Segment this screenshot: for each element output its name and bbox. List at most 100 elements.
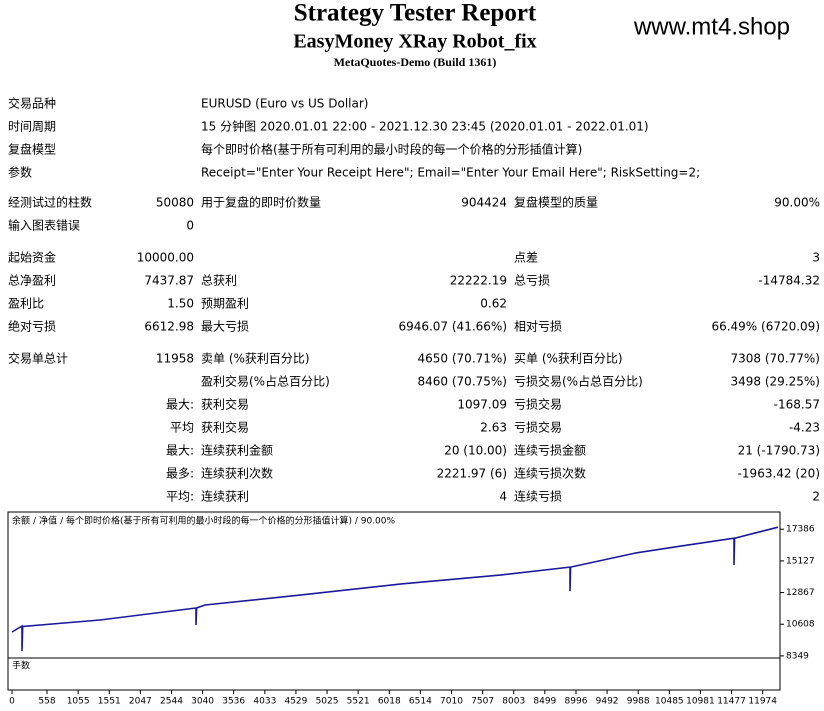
table-cell: 7437.87 [144, 274, 194, 288]
table-cell: 连续获利次数 [201, 466, 273, 481]
panel-label: 手数 [12, 660, 30, 672]
x-tick-label: 5521 [347, 697, 370, 707]
x-tick-label: 4529 [284, 697, 307, 707]
legend-entry: 净值 [39, 515, 57, 527]
x-tick-label: 9492 [596, 697, 619, 707]
legend-entry: 余额 [12, 515, 30, 527]
table-cell: 时间周期 [8, 120, 56, 134]
x-tick-label: 8003 [502, 697, 525, 707]
watermark: www.mt4.shop [633, 13, 790, 40]
table-cell: 平均 [170, 421, 194, 435]
table-cell: 7308 (70.77%) [731, 352, 820, 366]
x-tick-label: 9988 [627, 697, 650, 707]
y-tick-label: 17386 [786, 525, 815, 535]
table-cell: 交易品种 [8, 96, 56, 111]
table-cell: 3 [812, 251, 820, 265]
x-tick-label: 0 [9, 697, 15, 707]
table-cell: 904424 [461, 196, 507, 210]
table-cell: 0 [186, 219, 194, 233]
table-cell: 亏损交易(%占总百分比) [514, 374, 643, 389]
table-cell: 50080 [156, 196, 194, 210]
table-cell: 平均: [166, 490, 194, 504]
x-tick-label: 1551 [98, 697, 121, 707]
table-cell: 1.50 [167, 297, 194, 311]
table-cell: 获利交易 [201, 397, 249, 412]
table-cell: 经测试过的柱数 [8, 195, 92, 210]
x-tick-label: 6514 [409, 697, 432, 707]
report-subtitle: EasyMoney XRay Robot_fix [293, 31, 536, 53]
table-cell: 获利交易 [201, 420, 249, 435]
y-tick-label: 15127 [786, 556, 815, 566]
table-cell: 最大: [166, 398, 194, 412]
table-cell: 1097.09 [457, 398, 507, 412]
table-cell: 66.49% (6720.09) [711, 320, 820, 334]
table-cell: 2.63 [480, 421, 507, 435]
table-cell: 复盘模型 [8, 142, 56, 157]
x-tick-label: 3040 [191, 697, 214, 707]
table-cell: 输入图表错误 [8, 218, 80, 233]
legend-separator: / [33, 517, 37, 527]
table-cell: 6612.98 [144, 320, 194, 334]
table-cell: 22222.19 [450, 274, 507, 288]
table-cell: 3498 (29.25%) [731, 375, 820, 389]
legend-note: / 每个即时价格(基于所有可利用的最小时段的每一个价格的分形插值计算) / 90… [60, 515, 395, 527]
table-cell: -14784.32 [758, 274, 820, 288]
table-cell: 连续获利 [201, 489, 249, 504]
table-cell: 6946.07 (41.66%) [398, 320, 507, 334]
table-cell: 点差 [514, 251, 538, 265]
table-cell: 20 (10.00) [444, 444, 507, 458]
table-cell: 连续获利金额 [201, 443, 273, 458]
table-cell: 8460 (70.75%) [418, 375, 507, 389]
x-tick-label: 558 [38, 697, 55, 707]
table-cell: 2 [812, 490, 820, 504]
table-cell: 绝对亏损 [8, 319, 56, 334]
table-cell: 2221.97 (6) [437, 467, 507, 481]
table-cell: 交易单总计 [8, 351, 68, 366]
x-tick-label: 2047 [129, 697, 152, 707]
table-cell: 参数 [8, 165, 32, 180]
table-cell: Receipt="Enter Your Receipt Here"; Email… [201, 166, 700, 180]
table-cell: -4.23 [789, 421, 820, 435]
table-cell: 亏损交易 [514, 397, 562, 412]
table-cell: 预期盈利 [201, 297, 249, 311]
table-cell: 盈利交易(%占总百分比) [201, 374, 330, 389]
table-cell: 总亏损 [514, 274, 550, 288]
x-tick-label: 7010 [440, 697, 463, 707]
chart-frame [7, 511, 781, 691]
x-tick-label: 7507 [471, 697, 494, 707]
table-cell: -1963.42 (20) [738, 467, 820, 481]
table-cell: 亏损交易 [514, 420, 562, 435]
table-cell: 复盘模型的质量 [514, 195, 598, 210]
x-tick-label: 2544 [160, 697, 183, 707]
x-tick-label: 4033 [253, 697, 276, 707]
report-title: Strategy Tester Report [294, 0, 537, 27]
table-cell: 盈利比 [8, 297, 44, 311]
table-cell: EURUSD (Euro vs US Dollar) [201, 97, 368, 111]
x-tick-label: 11477 [717, 697, 746, 707]
x-tick-label: 6018 [378, 697, 401, 707]
server: MetaQuotes-Demo (Build 1361) [334, 55, 497, 69]
table-cell: 21 (-1790.73) [738, 444, 820, 458]
table-cell: 10000.00 [137, 251, 194, 265]
table-cell: 最大亏损 [201, 320, 249, 334]
y-tick-label: 8349 [786, 651, 809, 661]
table-cell: 卖单 (%获利百分比) [201, 352, 310, 366]
table-cell: 最多: [166, 467, 194, 481]
table-cell: 买单 (%获利百分比) [514, 352, 623, 366]
table-cell: 0.62 [480, 297, 507, 311]
table-cell: 总获利 [201, 274, 237, 288]
x-tick-label: 11974 [748, 697, 777, 707]
table-cell: 4650 (70.71%) [418, 352, 507, 366]
table-cell: 最大: [166, 444, 194, 458]
table-cell: 90.00% [774, 196, 820, 210]
table-cell: 15 分钟图 2020.01.01 22:00 - 2021.12.30 23:… [201, 119, 649, 134]
x-tick-label: 10981 [686, 697, 715, 707]
x-tick-label: 8499 [533, 697, 556, 707]
x-tick-label: 10485 [655, 697, 684, 707]
table-cell: 连续亏损 [514, 489, 562, 504]
x-tick-label: 8996 [565, 697, 588, 707]
x-tick-label: 1055 [67, 697, 90, 707]
table-cell: 连续亏损金额 [514, 443, 586, 458]
y-tick-label: 12867 [786, 588, 815, 598]
